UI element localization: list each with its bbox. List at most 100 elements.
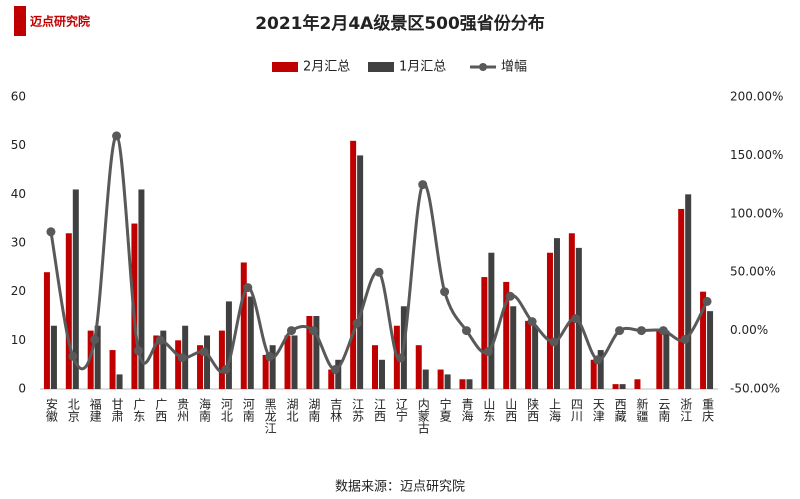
x-tick-label: 河北: [219, 398, 233, 423]
bar: [328, 369, 335, 389]
x-tick-label: 贵州: [176, 398, 190, 422]
bar: [597, 350, 604, 389]
bar: [700, 291, 707, 389]
growth-marker: [615, 326, 625, 336]
bar: [503, 281, 510, 389]
growth-marker: [680, 334, 690, 344]
growth-marker: [483, 347, 493, 357]
growth-marker: [658, 326, 668, 336]
growth-marker: [440, 287, 450, 297]
bar: [94, 325, 101, 389]
y2-tick-label: 0.00%: [730, 323, 768, 337]
bar: [269, 345, 276, 389]
growth-marker: [330, 364, 340, 374]
y2-tick-label: 100.00%: [730, 206, 783, 220]
x-tick-label: 陕西: [526, 397, 540, 422]
bar: [685, 194, 692, 389]
x-tick-label: 宁夏: [438, 397, 452, 422]
y-tick-label: 50: [11, 138, 26, 152]
y2-tick-label: 50.00%: [730, 265, 776, 279]
bar: [43, 272, 50, 389]
bar: [116, 374, 123, 389]
x-tick-label: 湖北: [285, 397, 299, 423]
x-tick-label: 海南: [198, 397, 212, 422]
x-tick-label: 山西: [504, 398, 518, 422]
bar: [510, 306, 517, 389]
x-tick-label: 辽宁: [394, 398, 408, 422]
x-tick-label: 广西: [154, 398, 168, 422]
x-tick-label: 湖南: [307, 397, 321, 422]
bar: [459, 379, 466, 389]
bar: [225, 301, 232, 389]
x-tick-label: 内蒙古: [416, 398, 430, 434]
legend-marker: [479, 63, 487, 71]
growth-marker: [90, 335, 100, 345]
x-tick-label: 重庆: [701, 398, 715, 422]
y2-tick-label: 150.00%: [730, 148, 783, 162]
bar: [634, 379, 641, 389]
bar: [656, 330, 663, 389]
growth-marker: [155, 335, 165, 345]
x-tick-label: 广东: [132, 398, 146, 422]
growth-marker: [199, 347, 209, 357]
x-tick-label: 天津: [591, 398, 605, 422]
bar: [372, 345, 378, 389]
bar: [138, 189, 145, 389]
x-tick-label: 福建: [88, 397, 102, 423]
bar: [65, 233, 72, 389]
growth-marker: [593, 355, 603, 365]
bar: [175, 340, 182, 389]
bar: [335, 359, 342, 389]
x-tick-label: 青海: [460, 398, 474, 422]
x-tick-label: 上海: [547, 398, 561, 422]
bar: [306, 316, 313, 389]
bar: [466, 379, 473, 389]
y-tick-label: 60: [11, 90, 26, 104]
growth-marker: [527, 317, 537, 327]
x-tick-label: 四川: [569, 398, 583, 422]
x-tick-label: 云南: [657, 398, 671, 422]
growth-marker: [68, 351, 78, 361]
legend-label: 1月汇总: [399, 60, 446, 75]
growth-marker: [112, 131, 122, 141]
bar: [262, 354, 269, 389]
x-tick-label: 浙江: [679, 398, 693, 422]
growth-marker: [374, 267, 384, 277]
growth-marker: [396, 353, 406, 363]
x-tick-label: 安徽: [44, 397, 58, 422]
y-tick-label: 0: [18, 382, 26, 396]
growth-marker: [418, 180, 428, 190]
x-tick-label: 吉林: [329, 398, 343, 422]
bar: [568, 233, 575, 389]
bar: [160, 330, 167, 389]
logo: 迈点研究院: [30, 14, 90, 29]
growth-marker: [308, 326, 318, 336]
growth-marker: [287, 326, 297, 336]
logo-icon: [14, 6, 26, 36]
legend-swatch: [272, 62, 298, 72]
x-tick-label: 西藏: [613, 398, 627, 423]
bar: [72, 189, 79, 389]
bar: [532, 325, 539, 389]
growth-marker: [352, 318, 362, 328]
growth-marker: [133, 346, 143, 356]
legend-label: 2月汇总: [303, 60, 350, 75]
x-tick-label: 山东: [482, 398, 496, 422]
x-tick-label: 北京: [66, 398, 80, 423]
bar: [444, 374, 451, 389]
y-tick-label: 10: [11, 333, 26, 347]
bar: [218, 330, 225, 389]
bar: [481, 277, 488, 389]
bar: [247, 296, 254, 389]
bar: [50, 325, 57, 389]
bar: [488, 252, 495, 389]
bar: [284, 335, 291, 389]
bar: [197, 345, 204, 389]
bar: [437, 369, 444, 389]
growth-marker: [636, 326, 646, 336]
source: 数据来源：迈点研究院: [335, 480, 465, 495]
growth-marker: [549, 337, 559, 347]
x-tick-label: 甘肃: [110, 398, 124, 423]
bar: [546, 252, 553, 389]
